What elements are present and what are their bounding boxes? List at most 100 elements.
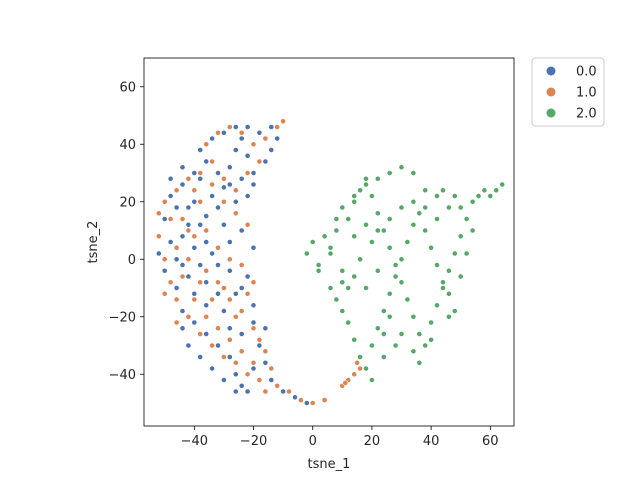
scatter-point-series-0: [167, 175, 174, 182]
y-tick-label: 60: [119, 80, 136, 95]
scatter-point-series-0: [238, 331, 245, 337]
scatter-point-series-0: [185, 221, 192, 228]
scatter-point-series-2: [451, 308, 458, 314]
scatter-point-series-2: [351, 198, 358, 205]
scatter-point-series-0: [232, 124, 239, 130]
scatter-point-series-0: [268, 377, 275, 383]
scatter-point-series-0: [203, 213, 210, 219]
scatter-point-series-0: [232, 147, 239, 153]
scatter-point-series-0: [232, 388, 239, 395]
scatter-point-series-2: [410, 313, 417, 320]
scatter-point-series-0: [203, 158, 210, 165]
scatter-point-series-2: [404, 239, 411, 245]
scatter-point-series-0: [238, 135, 245, 142]
scatter-point-series-0: [203, 331, 210, 337]
scatter-point-series-0: [209, 365, 215, 372]
scatter-point-series-0: [226, 239, 233, 245]
scatter-point-series-1: [185, 313, 192, 320]
scatter-point-series-0: [262, 325, 269, 332]
scatter-point-series-1: [238, 308, 245, 314]
scatter-point-series-1: [250, 359, 257, 366]
y-tick-label: 20: [119, 195, 136, 210]
scatter-point-series-0: [215, 342, 221, 349]
scatter-point-series-0: [209, 250, 215, 257]
scatter-point-series-2: [398, 204, 405, 211]
scatter-point-series-0: [226, 354, 233, 360]
scatter-point-series-1: [226, 296, 233, 303]
scatter-point-series-0: [220, 221, 227, 228]
plot-frame: [143, 57, 515, 427]
scatter-point-series-2: [445, 290, 452, 297]
scatter-point-series-1: [191, 187, 198, 194]
scatter-point-series-0: [215, 262, 221, 268]
scatter-point-series-0: [262, 359, 269, 366]
scatter-point-series-2: [315, 262, 322, 268]
scatter-point-series-2: [386, 216, 393, 222]
scatter-point-series-0: [191, 290, 198, 297]
y-tick-label: 0: [128, 253, 136, 268]
scatter-point-series-2: [386, 290, 393, 297]
scatter-point-series-2: [315, 267, 322, 274]
x-tick-label: −40: [181, 434, 208, 449]
scatter-point-series-1: [357, 365, 363, 372]
scatter-point-series-2: [463, 250, 470, 257]
scatter-point-series-2: [463, 216, 470, 222]
scatter-point-series-2: [451, 250, 458, 257]
scatter-point-series-2: [481, 187, 488, 194]
scatter-point-series-1: [209, 181, 215, 188]
scatter-point-series-1: [262, 135, 269, 142]
scatter-point-series-0: [262, 158, 269, 165]
scatter-point-series-0: [209, 135, 215, 142]
scatter-point-series-1: [232, 359, 239, 366]
scatter-point-series-1: [226, 336, 233, 343]
scatter-point-series-2: [434, 302, 440, 309]
scatter-point-series-1: [256, 377, 263, 383]
scatter-point-series-0: [250, 365, 257, 372]
scatter-point-series-0: [232, 371, 239, 378]
scatter-point-series-1: [179, 273, 186, 280]
scatter-point-series-0: [185, 273, 192, 280]
scatter-point-series-2: [457, 273, 464, 280]
scatter-point-series-2: [386, 170, 393, 176]
scatter-point-series-2: [434, 262, 440, 268]
scatter-point-series-2: [339, 204, 346, 211]
scatter-point-series-0: [161, 216, 168, 222]
scatter-point-series-1: [215, 129, 221, 136]
scatter-point-series-1: [238, 129, 245, 136]
scatter-point-series-1: [220, 175, 227, 182]
scatter-point-series-2: [428, 244, 434, 251]
scatter-point-series-2: [440, 187, 446, 194]
scatter-point-series-2: [368, 239, 375, 245]
legend: 0.0 1.0 2.0: [531, 57, 605, 127]
y-tick-label: 40: [119, 138, 136, 153]
scatter-point-series-1: [215, 325, 221, 332]
scatter-point-series-0: [250, 244, 257, 251]
scatter-point-series-2: [345, 285, 352, 291]
scatter-point-series-2: [374, 210, 381, 217]
scatter-point-series-1: [173, 319, 180, 326]
scatter-point-series-1: [286, 388, 292, 395]
scatter-point-series-1: [215, 244, 221, 251]
scatter-point-series-1: [155, 210, 162, 217]
scatter-point-series-2: [392, 342, 399, 349]
scatter-point-series-2: [363, 285, 369, 291]
x-tick-label: 60: [482, 434, 499, 449]
x-tick-label: −20: [240, 434, 267, 449]
scatter-point-series-0: [250, 170, 257, 176]
scatter-point-series-2: [445, 313, 452, 320]
scatter-point-series-2: [440, 279, 446, 286]
scatter-point-series-1: [203, 267, 210, 274]
y-axis-label: tsne_2: [86, 221, 101, 264]
scatter-point-series-0: [274, 135, 281, 142]
scatter-point-series-2: [457, 233, 464, 240]
scatter-point-series-1: [161, 290, 168, 297]
scatter-point-series-2: [357, 354, 363, 360]
legend-label: 2.0: [576, 107, 597, 122]
scatter-point-series-2: [363, 181, 369, 188]
scatter-point-series-1: [297, 397, 304, 403]
scatter-point-series-2: [457, 204, 464, 211]
scatter-point-series-0: [191, 244, 198, 251]
scatter-point-series-2: [380, 308, 387, 314]
scatter-point-series-0: [244, 388, 251, 395]
scatter-point-series-2: [493, 187, 500, 194]
